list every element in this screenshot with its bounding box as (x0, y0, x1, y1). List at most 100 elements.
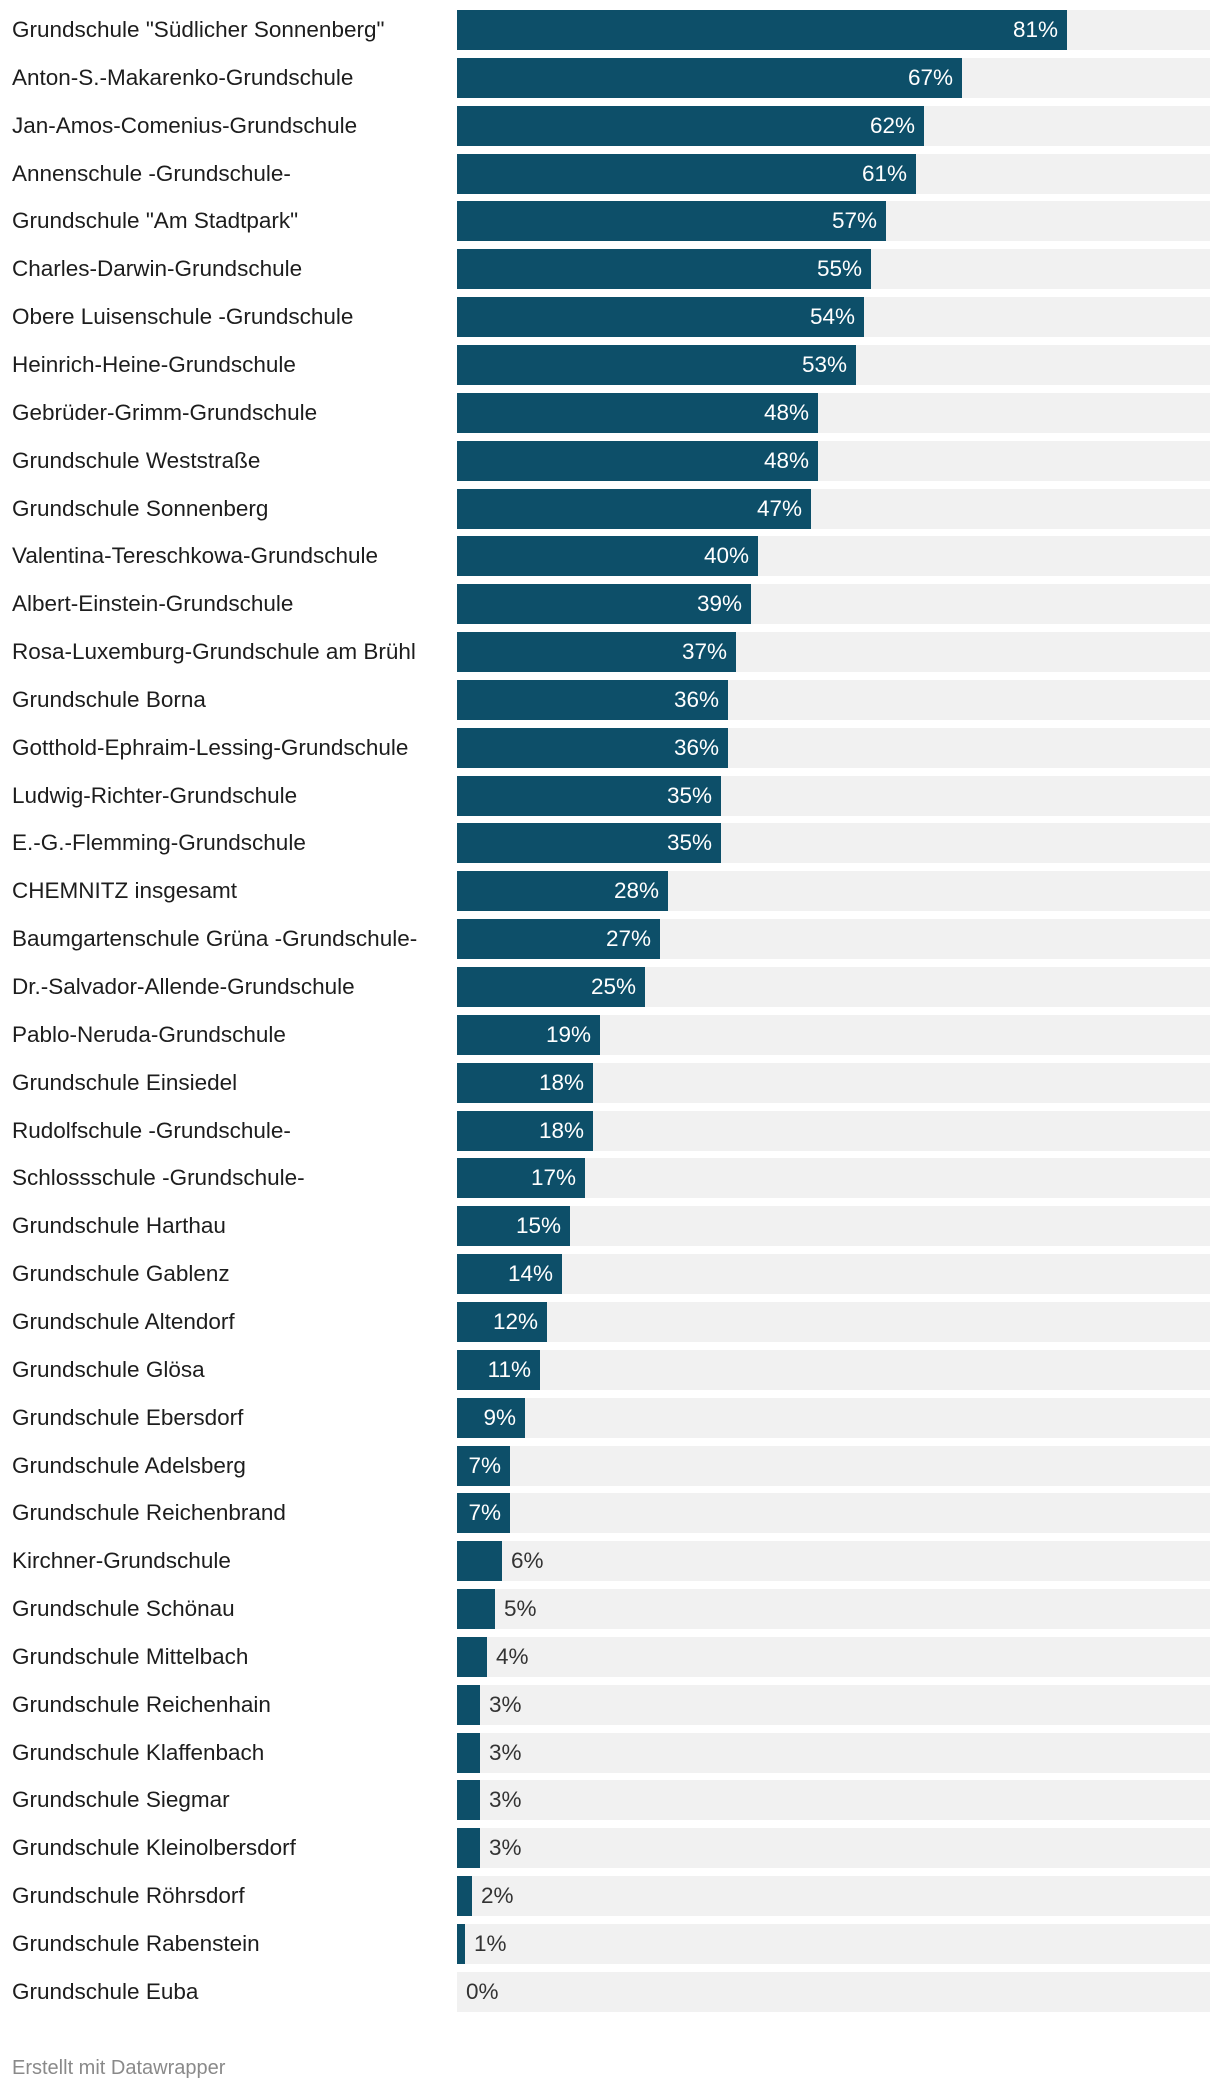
bar-track: 36% (457, 727, 1210, 768)
bar[interactable] (457, 1636, 487, 1677)
value-label: 12% (492, 1308, 538, 1334)
bar[interactable] (457, 871, 668, 912)
bar[interactable] (457, 1589, 495, 1630)
bar-track: 11% (457, 1349, 1210, 1390)
bar[interactable] (457, 344, 856, 385)
value-label: 2% (481, 1883, 514, 1909)
category-label: CHEMNITZ insgesamt (12, 878, 238, 904)
bar-track: 1% (457, 1924, 1210, 1964)
category-label: Baumgartenschule Grüna -Grundschule- (12, 926, 418, 952)
bar[interactable] (457, 1206, 570, 1247)
bar-row: Grundschule "Südlicher Sonnenberg" 81% (0, 10, 1220, 58)
bar[interactable] (457, 1684, 480, 1725)
bar[interactable] (457, 249, 871, 290)
bar[interactable] (457, 297, 864, 338)
bar-row: Schlossschule -Grundschule- 17% (0, 1158, 1220, 1206)
bar-track: 67% (457, 57, 1210, 98)
value-label: 9% (483, 1404, 516, 1430)
bar-row: Jan-Amos-Comenius-Grundschule 62% (0, 105, 1220, 154)
bar-track: 6% (457, 1541, 1210, 1582)
bar[interactable] (457, 440, 818, 481)
value-label: 57% (831, 208, 877, 234)
bar-row: Grundschule Altendorf 12% (0, 1301, 1220, 1350)
bar[interactable] (457, 632, 736, 673)
value-label: 15% (515, 1213, 561, 1239)
value-label: 55% (816, 256, 862, 282)
value-label: 1% (474, 1931, 507, 1956)
category-label: Grundschule Rabenstein (12, 1931, 260, 1956)
bar-track: 39% (457, 584, 1210, 625)
bar[interactable] (457, 1062, 593, 1103)
category-label: Grundschule Adelsberg (12, 1452, 246, 1478)
value-label: 53% (801, 351, 847, 377)
category-label: Grundschule Klaffenbach (12, 1739, 265, 1765)
bar[interactable] (457, 679, 728, 720)
bar[interactable] (457, 967, 645, 1007)
value-label: 0% (466, 1978, 499, 2004)
bar[interactable] (457, 1158, 585, 1199)
bar-track: 17% (457, 1158, 1210, 1199)
value-label: 35% (666, 782, 712, 808)
bar-row: Grundschule "Am Stadtpark" 57% (0, 201, 1220, 249)
bar-row: Pablo-Neruda-Grundschule 19% (0, 1014, 1220, 1063)
bar[interactable] (457, 1541, 502, 1582)
category-label: Grundschule Reichenhain (12, 1691, 271, 1717)
bar-track: 81% (457, 10, 1210, 50)
bar-track: 47% (457, 488, 1210, 529)
bar[interactable] (457, 201, 886, 242)
category-label: E.-G.-Flemming-Grundschule (12, 830, 306, 856)
value-label: 27% (605, 926, 651, 952)
bar[interactable] (457, 57, 962, 98)
bar[interactable] (457, 1732, 480, 1773)
bar[interactable] (457, 584, 751, 625)
bar[interactable] (457, 1110, 593, 1151)
bar-row: Grundschule Schönau 5% (0, 1589, 1220, 1637)
bar-row: Grundschule Ebersdorf 9% (0, 1397, 1220, 1446)
bar[interactable] (457, 1828, 480, 1869)
bar[interactable] (457, 1445, 510, 1486)
category-label: Anton-S.-Makarenko-Grundschule (12, 64, 354, 90)
bar[interactable] (457, 153, 916, 194)
bar[interactable] (457, 10, 1067, 50)
bar-track: 36% (457, 679, 1210, 720)
bar-track: 5% (457, 1589, 1210, 1630)
bar-track: 3% (457, 1780, 1210, 1821)
category-label: Dr.-Salvador-Allende-Grundschule (12, 974, 355, 999)
bar-row: Grundschule Glösa 11% (0, 1349, 1220, 1398)
value-label: 48% (763, 399, 809, 425)
bar[interactable] (457, 1876, 472, 1917)
bar[interactable] (457, 1780, 480, 1821)
bar[interactable] (457, 1924, 465, 1964)
chart-credit[interactable]: Erstellt mit Datawrapper (12, 2057, 226, 2079)
bar-row: Grundschule Borna 36% (0, 679, 1220, 728)
category-label: Schlossschule -Grundschule- (12, 1165, 305, 1191)
bar[interactable] (457, 1014, 600, 1055)
bar-track: 40% (457, 536, 1210, 577)
bar[interactable] (457, 919, 660, 960)
bar-row: CHEMNITZ insgesamt 28% (0, 871, 1220, 919)
value-label: 36% (673, 734, 719, 760)
value-label: 7% (468, 1500, 501, 1526)
bar[interactable] (457, 1349, 540, 1390)
bar[interactable] (457, 1301, 547, 1342)
value-label: 54% (809, 304, 855, 330)
bar[interactable] (457, 105, 924, 146)
bar[interactable] (457, 727, 728, 768)
value-label: 25% (590, 974, 636, 999)
bar-row: Charles-Darwin-Grundschule 55% (0, 249, 1220, 297)
bar[interactable] (457, 823, 721, 864)
bar[interactable] (457, 536, 758, 577)
bar[interactable] (457, 1254, 562, 1295)
bar[interactable] (457, 1397, 525, 1438)
category-label: Grundschule Siegmar (12, 1787, 230, 1813)
bar[interactable] (457, 1493, 510, 1534)
bar-track: 0% (457, 1971, 1210, 2012)
bar-row: Rudolfschule -Grundschule- 18% (0, 1110, 1220, 1159)
bar[interactable] (457, 488, 811, 529)
bar-row: Grundschule Euba 0% (0, 1971, 1220, 2020)
bar[interactable] (457, 392, 818, 433)
bar[interactable] (457, 775, 721, 816)
bar-row: Grundschule Röhrsdorf 2% (0, 1876, 1220, 1924)
bar-row: Grundschule Reichenbrand 7% (0, 1493, 1220, 1541)
bar-track: 25% (457, 967, 1210, 1007)
